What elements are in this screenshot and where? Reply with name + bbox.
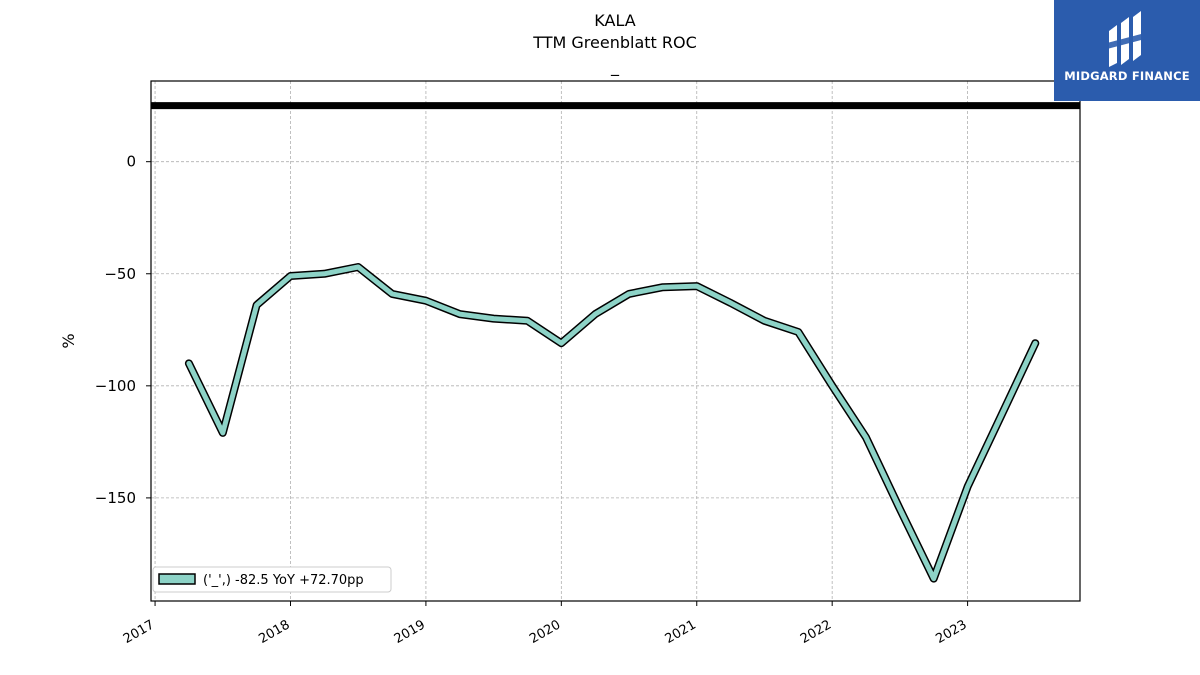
y-tick-label-0: 0 xyxy=(126,153,136,171)
chart-subtitle: TTM Greenblatt ROC xyxy=(532,33,697,52)
legend-box xyxy=(152,566,392,593)
chart-subtitle-2: _ xyxy=(610,57,620,77)
x-tick-label-6: 2023 xyxy=(933,617,969,647)
midgard-logo-icon xyxy=(1107,11,1145,67)
x-tick-label-0: 2017 xyxy=(121,617,157,647)
chart-title: KALA xyxy=(594,11,635,30)
x-tick-label-3: 2020 xyxy=(527,617,563,647)
y-axis-label: % xyxy=(59,333,78,348)
series-layer xyxy=(184,263,1040,583)
plot-frame xyxy=(150,80,1081,602)
grid xyxy=(151,81,1080,601)
x-tick-label-4: 2021 xyxy=(663,617,699,647)
legend[interactable]: ('_',) -82.5 YoY +72.70pp xyxy=(152,566,392,593)
x-tick-label-2: 2019 xyxy=(392,617,428,647)
y-tick-label-2: −100 xyxy=(95,377,136,395)
y-tick-label-3: −150 xyxy=(95,489,136,507)
x-tick-label-1: 2018 xyxy=(256,617,292,647)
legend-entry-label: ('_',) -82.5 YoY +72.70pp xyxy=(203,573,364,588)
x-axis: 2017 2018 2019 2020 2021 2022 2023 xyxy=(121,601,970,647)
legend-swatch xyxy=(158,573,196,585)
series-line-0 xyxy=(186,264,1038,582)
logo-text: MIDGARD FINANCE xyxy=(1064,69,1190,83)
x-tick-label-5: 2022 xyxy=(798,617,834,647)
y-tick-label-1: −50 xyxy=(104,265,136,283)
midgard-finance-logo: MIDGARD FINANCE xyxy=(1054,0,1200,101)
y-axis: 0 −50 −100 −150 xyxy=(95,153,151,507)
